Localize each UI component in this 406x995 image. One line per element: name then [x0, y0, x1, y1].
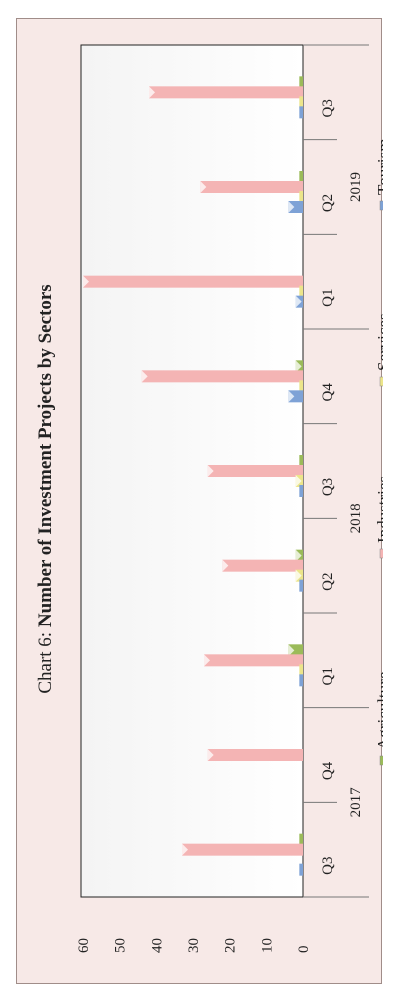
bar-industries: [207, 749, 303, 761]
bar-cap-industries: [83, 275, 89, 288]
bar-industries: [204, 654, 303, 667]
bar-cap-industries: [204, 654, 210, 667]
bar-cap-agriculture: [295, 360, 302, 373]
legend-label-industries: Industries: [374, 476, 383, 543]
bar-services: [299, 96, 303, 109]
x-tick-label: Q2: [320, 194, 336, 212]
bar-agriculture: [288, 644, 303, 657]
bar-cap-services: [295, 569, 302, 582]
x-tick-label: Q4: [320, 761, 336, 780]
bar-cap-industries: [222, 559, 229, 572]
legend-label-agriculture: Agriculture: [374, 672, 383, 750]
legend-label-tourism: Tourism: [374, 139, 383, 195]
bar-tourism: [299, 106, 303, 119]
bar-agriculture: [299, 171, 303, 183]
legend-label-services: Services: [374, 313, 383, 371]
bar-services: [299, 191, 303, 203]
bar-cap-agriculture: [295, 549, 302, 562]
bar-services: [299, 664, 303, 677]
bar-cap-tourism: [288, 201, 295, 213]
chart-svg: 0 10 20 30 40 50 60 Q3 Q4 Q1 Q2 Q3 Q4 Q1 Q2 Q3 2017 2018 2…: [35, 44, 383, 954]
x-tick-label: Q3: [320, 478, 336, 496]
bar-industries: [149, 86, 303, 99]
bar-tourism: [299, 863, 303, 876]
y-tick-label: 40: [149, 938, 165, 953]
bar-tourism: [288, 201, 303, 213]
bar-cap-tourism: [295, 295, 302, 308]
legend-swatch-tourism: [379, 200, 383, 211]
year-group-label: 2018: [348, 503, 364, 533]
bar-services: [299, 285, 303, 298]
bar-industries: [222, 559, 303, 572]
chart-title: Chart 6: Number of Investment Projects b…: [35, 284, 56, 693]
bar-tourism: [299, 485, 303, 497]
x-tick-label: Q3: [320, 856, 336, 874]
bar-cap-industries: [149, 86, 155, 99]
y-tick-label: 0: [296, 946, 312, 954]
bar-cap-services: [295, 475, 302, 487]
x-tick-label: Q1: [320, 288, 336, 306]
y-tick-label: 20: [223, 938, 239, 953]
bar-cap-industries: [141, 370, 148, 383]
x-tick-label: Q3: [320, 99, 336, 117]
bar-agriculture: [299, 76, 303, 89]
chart-frame: 0 10 20 30 40 50 60 Q3 Q4 Q1 Q2 Q3 Q4 Q1 Q2 Q3 2017 2018 2…: [16, 18, 383, 984]
year-group-label: 2017: [348, 787, 364, 818]
bar-industries: [182, 843, 303, 856]
year-group-label: 2019: [348, 172, 364, 202]
bar-tourism: [288, 390, 303, 403]
legend-swatch-agriculture: [379, 755, 383, 766]
x-tick-label: Q4: [320, 383, 336, 402]
bar-cap-industries: [200, 181, 207, 193]
y-tick-label: 60: [76, 938, 92, 953]
y-tick-label: 10: [259, 938, 275, 953]
bar-agriculture: [299, 455, 303, 467]
bar-industries: [200, 181, 303, 193]
y-tick-label: 30: [186, 938, 202, 953]
bar-industries: [83, 275, 303, 288]
bar-cap-industries: [207, 749, 214, 761]
bar-cap-industries: [182, 843, 188, 856]
legend-swatch-industries: [379, 548, 383, 559]
bar-industries: [207, 465, 303, 477]
x-tick-label: Q2: [320, 572, 336, 590]
bar-cap-industries: [207, 465, 214, 477]
bar-tourism: [299, 579, 303, 592]
bar-tourism: [299, 674, 303, 687]
legend-swatch-services: [379, 376, 383, 387]
bar-cap-agriculture: [288, 644, 295, 657]
y-tick-label: 50: [113, 938, 129, 953]
bar-agriculture: [299, 833, 303, 846]
x-tick-label: Q1: [320, 667, 336, 685]
bar-industries: [141, 370, 303, 383]
bar-cap-tourism: [288, 390, 295, 403]
bar-services: [299, 380, 303, 393]
